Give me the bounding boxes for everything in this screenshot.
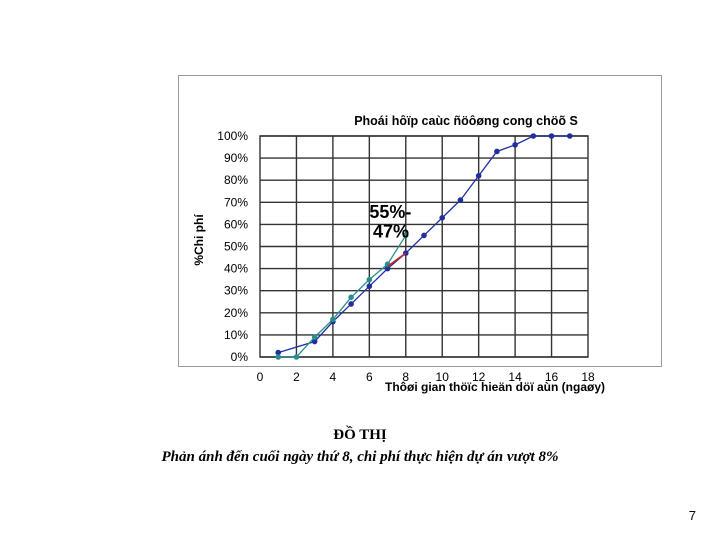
x-tick-label: 16 [545, 370, 559, 384]
x-tick-label: 2 [293, 370, 300, 384]
x-tick-label: 8 [402, 370, 409, 384]
x-tick-label: 12 [472, 370, 486, 384]
caption-subtitle: Phản ánh đến cuối ngày thứ 8, chi phí th… [161, 449, 559, 465]
chart-frame [178, 75, 662, 367]
x-tick-label: 6 [366, 370, 373, 384]
x-axis-label: Thôøi gian thöïc hieän döï aùn (ngaøy) [385, 380, 605, 394]
caption: ĐỒ THỊ Phản ánh đến cuối ngày thứ 8, chi… [0, 424, 720, 468]
x-tick-label: 0 [257, 370, 264, 384]
page-number: 7 [688, 508, 696, 523]
x-tick-label: 10 [436, 370, 450, 384]
x-tick-label: 4 [330, 370, 337, 384]
x-tick-label: 14 [508, 370, 522, 384]
x-tick-label: 18 [581, 370, 595, 384]
caption-title: ĐỒ THỊ [333, 427, 387, 443]
s-curve-chart [179, 76, 663, 368]
